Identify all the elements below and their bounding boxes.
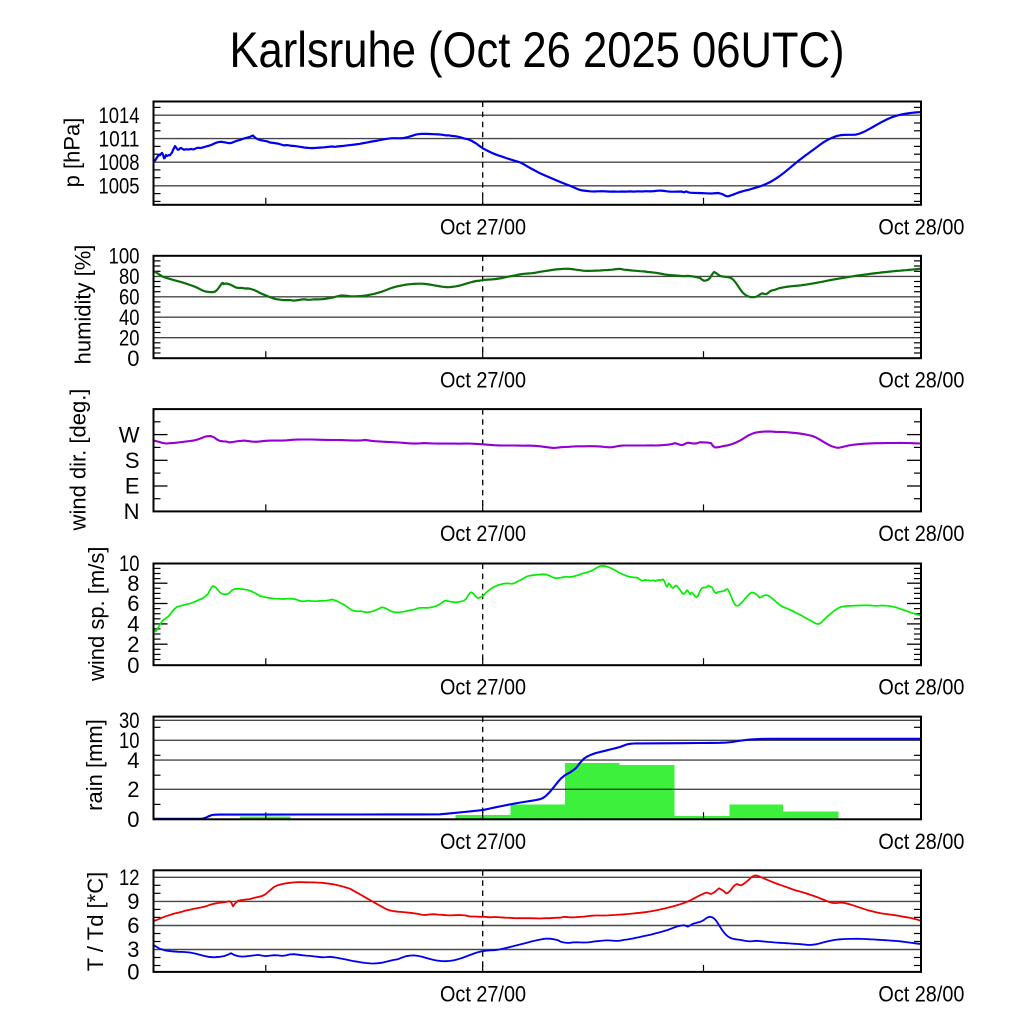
svg-text:wind dir. [deg.]: wind dir. [deg.] [65, 389, 90, 532]
svg-text:2: 2 [127, 632, 139, 657]
svg-text:40: 40 [119, 305, 140, 330]
svg-text:0: 0 [127, 807, 139, 832]
svg-text:1008: 1008 [99, 150, 140, 175]
svg-text:100: 100 [109, 244, 140, 269]
svg-text:N: N [124, 499, 140, 524]
svg-text:Oct 28/00: Oct 28/00 [878, 829, 964, 854]
svg-text:60: 60 [119, 285, 140, 310]
svg-text:1011: 1011 [99, 126, 140, 151]
svg-text:1005: 1005 [99, 174, 140, 199]
svg-text:wind sp. [m/s]: wind sp. [m/s] [84, 547, 109, 682]
svg-text:Oct 27/00: Oct 27/00 [440, 214, 526, 239]
svg-text:Oct 27/00: Oct 27/00 [440, 368, 526, 393]
svg-text:0: 0 [127, 653, 139, 678]
svg-text:Oct 28/00: Oct 28/00 [878, 368, 964, 393]
svg-text:Oct 28/00: Oct 28/00 [878, 981, 964, 1006]
svg-text:6: 6 [127, 913, 139, 938]
svg-text:W: W [119, 422, 140, 447]
svg-text:12: 12 [119, 865, 140, 890]
svg-text:S: S [125, 448, 140, 473]
svg-text:Oct 27/00: Oct 27/00 [440, 981, 526, 1006]
svg-text:E: E [125, 474, 140, 499]
svg-text:Karlsruhe (Oct 26 2025 06UTC): Karlsruhe (Oct 26 2025 06UTC) [230, 22, 845, 78]
svg-text:3: 3 [127, 937, 139, 962]
svg-text:80: 80 [119, 264, 140, 289]
svg-text:rain [mm]: rain [mm] [82, 719, 107, 811]
svg-text:9: 9 [127, 889, 139, 914]
svg-text:1014: 1014 [99, 103, 140, 128]
svg-text:10: 10 [119, 728, 140, 753]
svg-text:4: 4 [127, 612, 139, 637]
svg-text:T / Td [*C]: T / Td [*C] [83, 872, 108, 971]
svg-text:2: 2 [127, 777, 139, 802]
svg-text:30: 30 [119, 708, 140, 733]
svg-text:humidity [%]: humidity [%] [71, 245, 96, 365]
svg-text:6: 6 [127, 591, 139, 616]
svg-text:20: 20 [119, 325, 140, 350]
svg-text:8: 8 [127, 571, 139, 596]
svg-text:Oct 28/00: Oct 28/00 [878, 675, 964, 700]
svg-text:10: 10 [119, 551, 140, 576]
svg-text:Oct 28/00: Oct 28/00 [878, 214, 964, 239]
svg-text:Oct 27/00: Oct 27/00 [440, 829, 526, 854]
svg-text:4: 4 [127, 748, 139, 773]
svg-text:p [hPa]: p [hPa] [60, 118, 85, 188]
svg-text:Oct 27/00: Oct 27/00 [440, 675, 526, 700]
svg-text:0: 0 [127, 960, 139, 985]
svg-text:Oct 28/00: Oct 28/00 [878, 521, 964, 546]
svg-text:Oct 27/00: Oct 27/00 [440, 521, 526, 546]
svg-text:0: 0 [127, 346, 139, 371]
